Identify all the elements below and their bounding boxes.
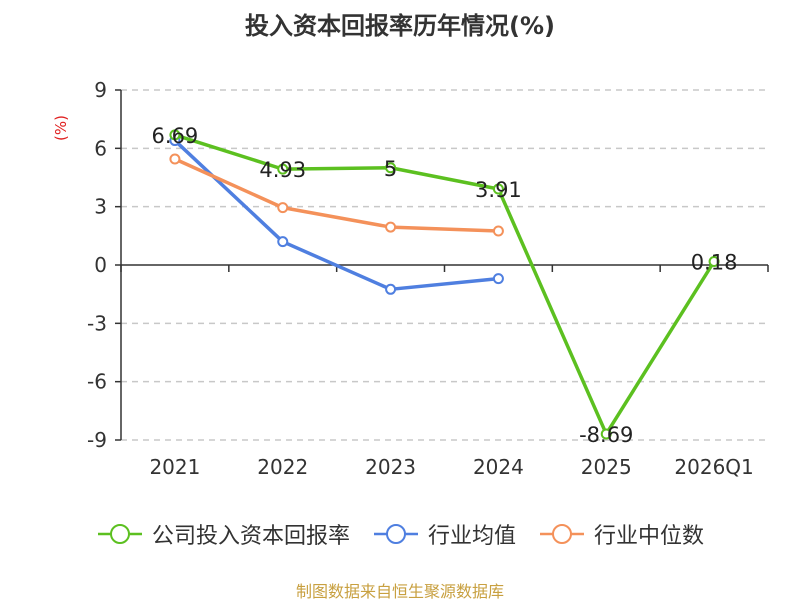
x-tick-label: 2024 bbox=[473, 455, 524, 479]
series-layer bbox=[169, 129, 720, 440]
data-label: 4.93 bbox=[259, 158, 306, 182]
data-point bbox=[600, 428, 612, 440]
series-line bbox=[174, 157, 499, 233]
legend-median-label: 行业中位数 bbox=[594, 524, 705, 549]
legend-item-industry-median[interactable]: 行业中位数 bbox=[538, 518, 704, 550]
data-point bbox=[492, 183, 504, 195]
data-label: 5 bbox=[384, 157, 397, 181]
data-point bbox=[277, 163, 289, 175]
data-point bbox=[169, 153, 181, 165]
series-line bbox=[173, 139, 499, 292]
axis-layer: 9 6 3 0 -3 -6 -9 2021 2022 2023 2024 2025 2026Q1 (%) bbox=[52, 78, 769, 479]
data-point bbox=[277, 236, 289, 248]
data-label: -8.69 bbox=[579, 423, 633, 447]
legend-mean-marker-icon bbox=[373, 524, 418, 544]
x-tick-label: 2025 bbox=[581, 455, 632, 479]
x-tick-label: 2023 bbox=[365, 455, 416, 479]
y-tick-label: 9 bbox=[94, 78, 107, 102]
grid-layer bbox=[121, 89, 768, 441]
data-point bbox=[492, 273, 504, 285]
legend-company-label: 公司投入资本回报率 bbox=[151, 524, 350, 549]
data-point bbox=[385, 221, 397, 233]
x-tick-label: 2026Q1 bbox=[674, 455, 753, 479]
y-tick-label: 6 bbox=[94, 136, 107, 160]
legend-item-industry-mean[interactable]: 行业均值 bbox=[372, 518, 516, 550]
legend: 公司投入资本回报率 行业均值 行业中位数 bbox=[0, 518, 800, 550]
chart-title: 投入资本回报率历年情况(%) bbox=[245, 12, 555, 40]
legend-item-company[interactable]: 公司投入资本回报率 bbox=[96, 518, 350, 550]
data-point bbox=[385, 162, 397, 174]
data-point bbox=[492, 225, 504, 237]
data-label: 0.18 bbox=[691, 251, 738, 275]
legend-company-marker-icon bbox=[97, 524, 142, 544]
y-tick-label: -6 bbox=[87, 370, 107, 394]
data-point bbox=[277, 202, 289, 214]
y-axis-label: (%) bbox=[52, 115, 70, 141]
legend-mean-label: 行业均值 bbox=[427, 524, 516, 549]
data-label: 3.91 bbox=[475, 178, 522, 202]
y-tick-label: -3 bbox=[87, 311, 107, 335]
y-tick-label: 0 bbox=[94, 253, 107, 277]
x-tick-label: 2021 bbox=[149, 455, 200, 479]
y-tick-label: -9 bbox=[87, 428, 107, 452]
y-tick-label: 3 bbox=[94, 195, 107, 219]
series-line bbox=[174, 133, 716, 436]
x-tick-label: 2022 bbox=[257, 455, 308, 479]
source-note: 制图数据来自恒生聚源数据库 bbox=[295, 582, 504, 601]
data-point bbox=[385, 283, 397, 295]
data-point bbox=[169, 129, 181, 141]
legend-median-marker-icon bbox=[540, 524, 584, 544]
data-label-layer: 6.69 4.93 5 3.91 -8.69 0.18 bbox=[152, 124, 738, 447]
data-point bbox=[708, 256, 720, 267]
data-label: 6.69 bbox=[152, 124, 199, 148]
